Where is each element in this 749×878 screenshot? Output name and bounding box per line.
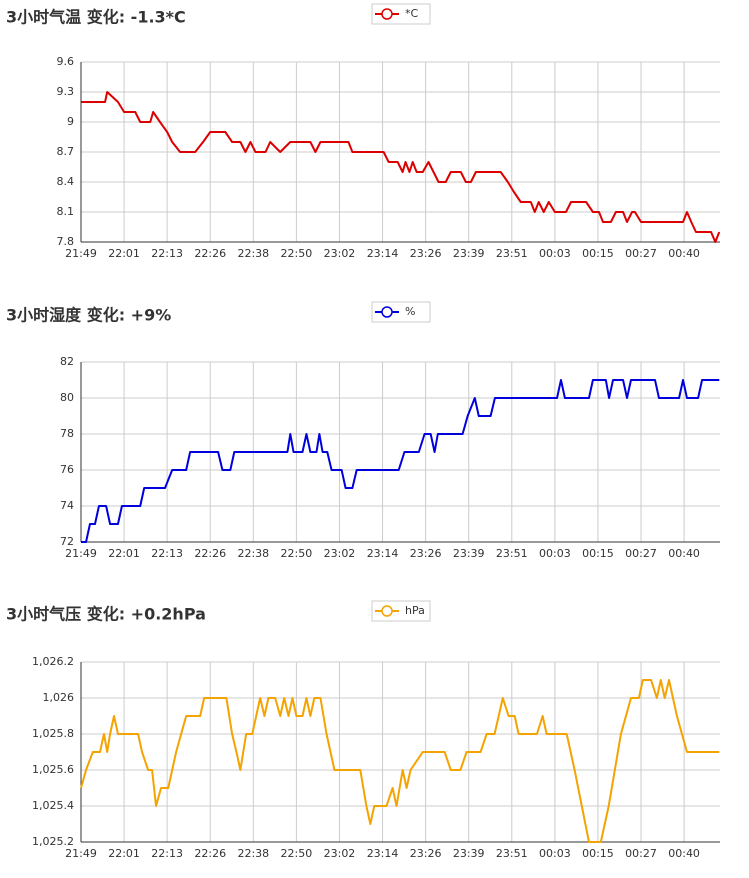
chart: 3小时湿度 变化: +9% 72 74 76 78 80 82 21:49 22:01 22:13…	[6, 301, 720, 560]
y-tick-label: 9.3	[57, 85, 75, 98]
y-tick-label: 9.6	[57, 55, 75, 68]
x-tick-label: 23:39	[453, 847, 485, 860]
x-tick-label: 23:26	[410, 547, 442, 560]
x-tick-label: 00:27	[625, 547, 657, 560]
x-tick-label: 23:51	[496, 847, 528, 860]
x-tick-label: 00:40	[668, 847, 700, 860]
x-tick-label: 00:40	[668, 247, 700, 260]
x-tick-label: 23:39	[453, 547, 485, 560]
x-tick-label: 22:50	[281, 547, 313, 560]
legend-marker	[381, 306, 393, 318]
x-tick-label: 23:14	[367, 247, 399, 260]
y-tick-label: 8.1	[57, 205, 75, 218]
x-tick-label: 23:51	[496, 547, 528, 560]
x-tick-label: 22:01	[108, 547, 140, 560]
y-tick-label: 1,025.4	[32, 799, 74, 812]
x-tick-label: 22:26	[194, 847, 226, 860]
x-tick-label: 00:27	[625, 847, 657, 860]
series-line	[81, 91, 721, 243]
x-tick-label: 22:13	[151, 847, 183, 860]
chart: 3小时气压 变化: +0.2hPa 1,025.2 1,025.4 1,025.6 1,…	[6, 600, 720, 860]
y-tick-label: 1,026	[43, 691, 75, 704]
x-tick-label: 23:39	[453, 247, 485, 260]
y-tick-label: 76	[60, 463, 74, 476]
x-tick-label: 22:26	[194, 247, 226, 260]
x-tick-label: 22:50	[281, 847, 313, 860]
x-tick-label: 23:14	[367, 847, 399, 860]
legend-label: hPa	[405, 604, 425, 617]
chart: 3小时气温 变化: -1.3*C 7.8 8.1 8.4 8.7 9 9.3 9.6 21:49…	[6, 3, 721, 260]
legend-label: %	[405, 305, 415, 318]
legend-marker	[381, 8, 393, 20]
x-tick-label: 23:51	[496, 247, 528, 260]
series-line	[80, 679, 720, 843]
x-tick-label: 00:03	[539, 847, 571, 860]
x-tick-label: 22:38	[237, 247, 269, 260]
y-tick-label: 1,025.6	[32, 763, 74, 776]
x-tick-label: 22:01	[108, 247, 140, 260]
x-tick-label: 00:15	[582, 247, 614, 260]
chart-title: 3小时气压 变化: +0.2hPa	[6, 605, 206, 624]
x-tick-label: 23:14	[367, 547, 399, 560]
x-tick-label: 22:13	[151, 247, 183, 260]
y-tick-label: 72	[60, 535, 74, 548]
x-tick-label: 00:40	[668, 547, 700, 560]
x-tick-label: 22:01	[108, 847, 140, 860]
x-tick-label: 23:02	[324, 847, 356, 860]
x-tick-label: 00:03	[539, 247, 571, 260]
x-tick-label: 22:38	[237, 847, 269, 860]
x-tick-label: 23:26	[410, 847, 442, 860]
y-tick-label: 9	[67, 115, 74, 128]
y-tick-label: 1,025.8	[32, 727, 74, 740]
y-tick-label: 7.8	[57, 235, 75, 248]
chart-title: 3小时湿度 变化: +9%	[6, 306, 171, 325]
x-tick-label: 22:50	[281, 247, 313, 260]
y-tick-label: 74	[60, 499, 74, 512]
x-tick-label: 00:27	[625, 247, 657, 260]
series-line	[81, 379, 720, 543]
x-tick-label: 21:49	[65, 247, 97, 260]
legend-label: *C	[405, 7, 419, 20]
x-tick-label: 00:03	[539, 547, 571, 560]
x-tick-label: 23:02	[324, 547, 356, 560]
x-tick-label: 22:38	[237, 547, 269, 560]
y-tick-label: 1,025.2	[32, 835, 74, 848]
y-tick-label: 82	[60, 355, 74, 368]
y-tick-label: 78	[60, 427, 74, 440]
y-tick-label: 80	[60, 391, 74, 404]
x-tick-label: 00:15	[582, 847, 614, 860]
legend-marker	[381, 605, 393, 617]
y-tick-label: 8.7	[57, 145, 75, 158]
x-tick-label: 22:13	[151, 547, 183, 560]
x-tick-label: 21:49	[65, 547, 97, 560]
x-tick-label: 00:15	[582, 547, 614, 560]
x-tick-label: 22:26	[194, 547, 226, 560]
x-tick-label: 23:26	[410, 247, 442, 260]
x-tick-label: 21:49	[65, 847, 97, 860]
x-tick-label: 23:02	[324, 247, 356, 260]
y-tick-label: 8.4	[57, 175, 75, 188]
chart-title: 3小时气温 变化: -1.3*C	[6, 8, 186, 27]
y-tick-label: 1,026.2	[32, 655, 74, 668]
